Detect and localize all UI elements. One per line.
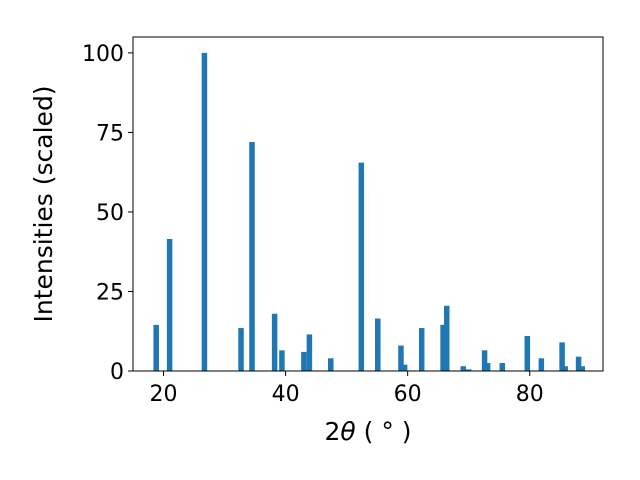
y-axis-ticks: 0 25 50 75 100	[82, 42, 133, 385]
bar	[166, 238, 173, 371]
y-axis-label: Intensities (scaled)	[29, 85, 58, 322]
bar	[279, 350, 285, 371]
bar	[559, 342, 565, 371]
bar	[301, 351, 307, 371]
bar	[238, 328, 244, 371]
bar	[499, 363, 506, 371]
y-tick-label: 50	[96, 201, 124, 226]
bar	[328, 358, 334, 371]
bar	[460, 366, 466, 371]
y-tick-label: 0	[110, 360, 124, 385]
bar	[398, 345, 404, 371]
x-tick-label: 20	[150, 382, 178, 407]
bar	[271, 313, 278, 371]
x-axis-ticks: 20 40 60 80	[150, 371, 544, 407]
bar	[481, 350, 488, 371]
bar	[579, 366, 585, 371]
bar	[443, 305, 450, 371]
x-axis-label-prefix: 2	[324, 417, 340, 446]
plot-frame	[132, 36, 604, 372]
bar	[538, 358, 545, 371]
bars-group	[153, 52, 585, 372]
bar	[249, 141, 255, 371]
bar	[418, 328, 425, 371]
x-axis-label-theta: θ	[340, 417, 355, 446]
bar	[575, 356, 582, 371]
x-axis-label: 2θ ( ° )	[324, 417, 411, 446]
x-tick-label: 40	[272, 382, 300, 407]
y-tick-label: 100	[82, 42, 124, 67]
bar	[401, 364, 408, 371]
bar	[440, 324, 446, 371]
y-tick-label: 75	[96, 121, 124, 146]
bar	[358, 162, 365, 371]
y-tick-label: 25	[96, 280, 124, 305]
bar	[375, 318, 381, 371]
bar	[201, 52, 208, 372]
bar	[484, 363, 491, 371]
bar	[465, 369, 472, 371]
x-axis-label-unit: ( ° )	[356, 417, 412, 446]
x-tick-label: 80	[516, 382, 544, 407]
bar	[306, 334, 313, 371]
bar	[524, 336, 531, 371]
bar	[153, 324, 159, 371]
bar	[562, 366, 568, 371]
x-tick-label: 60	[394, 382, 422, 407]
